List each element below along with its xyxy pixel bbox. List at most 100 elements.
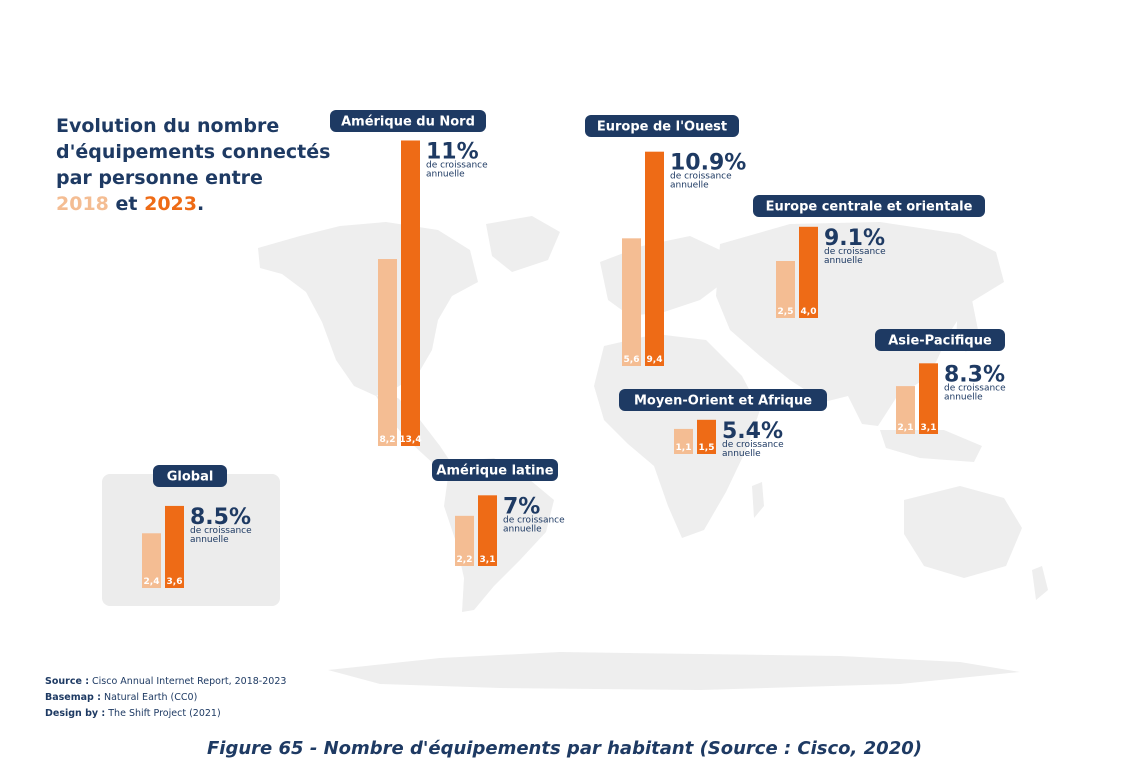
region-name-label: Moyen-Orient et Afrique [634, 394, 812, 409]
growth-caption-line-1: de croissance [426, 160, 488, 170]
value-label-2018: 2,2 [457, 555, 473, 565]
value-label-2023: 3,1 [480, 555, 496, 565]
chart-title: Evolution du nombre d'équipements connec… [56, 113, 330, 217]
north-america-land [258, 222, 478, 396]
value-label-2023: 4,0 [801, 307, 817, 317]
bar-2018 [622, 238, 641, 366]
value-label-2018: 2,1 [898, 423, 914, 433]
growth-caption-line-2: annuelle [944, 392, 983, 402]
title-line-1: Evolution du nombre [56, 115, 280, 137]
bar-2018 [378, 259, 397, 446]
region-pill [330, 110, 486, 132]
basemap-line: Basemap : Natural Earth (CC0) [45, 690, 286, 706]
bar-2023 [401, 140, 420, 447]
bar-2023 [165, 505, 184, 588]
bar-2023 [799, 226, 818, 318]
region-group: Europe centrale et orientale 2,5 4,0 9.1%de… [753, 195, 985, 318]
growth-caption-line-2: annuelle [426, 169, 465, 179]
growth-caption-line-2: annuelle [503, 524, 542, 534]
value-label-2023: 13,4 [399, 435, 421, 445]
title-line-3: par personne entre [56, 167, 263, 189]
source-text: Cisco Annual Internet Report, 2018-2023 [92, 676, 287, 687]
figure-caption: Figure 65 - Nombre d'équipements par hab… [207, 738, 922, 759]
growth-rate-label: 8.5% [190, 505, 251, 530]
greenland-land [486, 216, 560, 272]
region-group: Amérique du Nord 8,2 13,4 11%de croissancea… [330, 110, 488, 447]
value-label-2018: 2,4 [144, 577, 160, 587]
title-conj: et [115, 193, 138, 215]
growth-caption-line-2: annuelle [190, 535, 229, 545]
madagascar-land [752, 482, 764, 518]
growth-rate-label: 11% [426, 139, 479, 164]
new-zealand-land [1032, 566, 1048, 600]
south-america-land [444, 458, 554, 612]
title-end: . [197, 193, 205, 215]
growth-rate-label: 9.1% [824, 226, 885, 251]
growth-caption-line-2: annuelle [824, 256, 863, 266]
growth-caption-line-1: de croissance [670, 172, 732, 182]
value-label-2023: 3,1 [921, 423, 937, 433]
value-label-2018: 2,5 [778, 307, 794, 317]
bar-2018 [674, 428, 693, 454]
title-line-4: 2018 et 2023. [56, 191, 330, 217]
region-name-label: Asie-Pacifique [888, 334, 992, 349]
design-line: Design by : The Shift Project (2021) [45, 706, 286, 722]
growth-caption-line-1: de croissance [944, 383, 1006, 393]
region-name-label: Amérique du Nord [341, 115, 475, 130]
region-pill [619, 389, 827, 411]
title-year-2023: 2023 [144, 193, 197, 215]
growth-caption-line-1: de croissance [722, 440, 784, 450]
antarctica-land [328, 652, 1020, 690]
basemap-label: Basemap : [45, 692, 101, 703]
bar-2023 [919, 363, 938, 434]
growth-caption-line-1: de croissance [190, 526, 252, 536]
growth-caption-line-2: annuelle [670, 181, 709, 191]
region-pill [432, 459, 558, 481]
bar-2018 [776, 261, 795, 318]
growth-caption-line-2: annuelle [722, 449, 761, 459]
region-pill [753, 195, 985, 217]
title-year-2018: 2018 [56, 193, 109, 215]
region-name-label: Europe de l'Ouest [597, 120, 727, 135]
region-group: Europe de l'Ouest 5,6 9,4 10.9%de croissanc… [585, 115, 746, 366]
source-label: Source : [45, 676, 89, 687]
value-label-2023: 9,4 [647, 355, 663, 365]
value-label-2023: 1,5 [699, 443, 715, 453]
growth-caption-line-1: de croissance [824, 247, 886, 257]
region-group: Amérique latine 2,2 3,1 7%de croissanceannu… [432, 459, 565, 566]
bar-2018 [896, 386, 915, 434]
value-label-2018: 8,2 [380, 435, 396, 445]
basemap-text: Natural Earth (CC0) [104, 692, 198, 703]
value-label-2023: 3,6 [167, 577, 183, 587]
bar-2023 [645, 151, 664, 366]
bar-2018 [455, 515, 474, 566]
region-pill [875, 329, 1005, 351]
bar-2023 [478, 495, 497, 566]
region-pill [585, 115, 739, 137]
value-label-2018: 1,1 [676, 443, 692, 453]
source-notes: Source : Cisco Annual Internet Report, 2… [45, 674, 286, 722]
region-group: Moyen-Orient et Afrique 1,1 1,5 5.4%de croi… [619, 389, 827, 459]
region-group: Asie-Pacifique 2,1 3,1 8.3%de croissanceann… [875, 329, 1006, 434]
growth-rate-label: 8.3% [944, 362, 1005, 387]
bar-2018 [142, 533, 161, 588]
title-line-2: d'équipements connectés [56, 141, 331, 163]
southeast-asia-islands-land [880, 430, 982, 462]
region-pill [153, 465, 227, 487]
design-label: Design by : [45, 708, 106, 719]
value-label-2018: 5,6 [624, 355, 640, 365]
region-name-label: Global [167, 470, 214, 485]
region-name-label: Amérique latine [436, 464, 553, 479]
australia-land [904, 486, 1022, 578]
growth-rate-label: 7% [503, 494, 540, 519]
growth-rate-label: 10.9% [670, 151, 746, 176]
region-name-label: Europe centrale et orientale [766, 200, 973, 215]
source-line: Source : Cisco Annual Internet Report, 2… [45, 674, 286, 690]
growth-rate-label: 5.4% [722, 419, 783, 444]
bar-2023 [697, 419, 716, 454]
design-text: The Shift Project (2021) [108, 708, 221, 719]
growth-caption-line-1: de croissance [503, 515, 565, 525]
